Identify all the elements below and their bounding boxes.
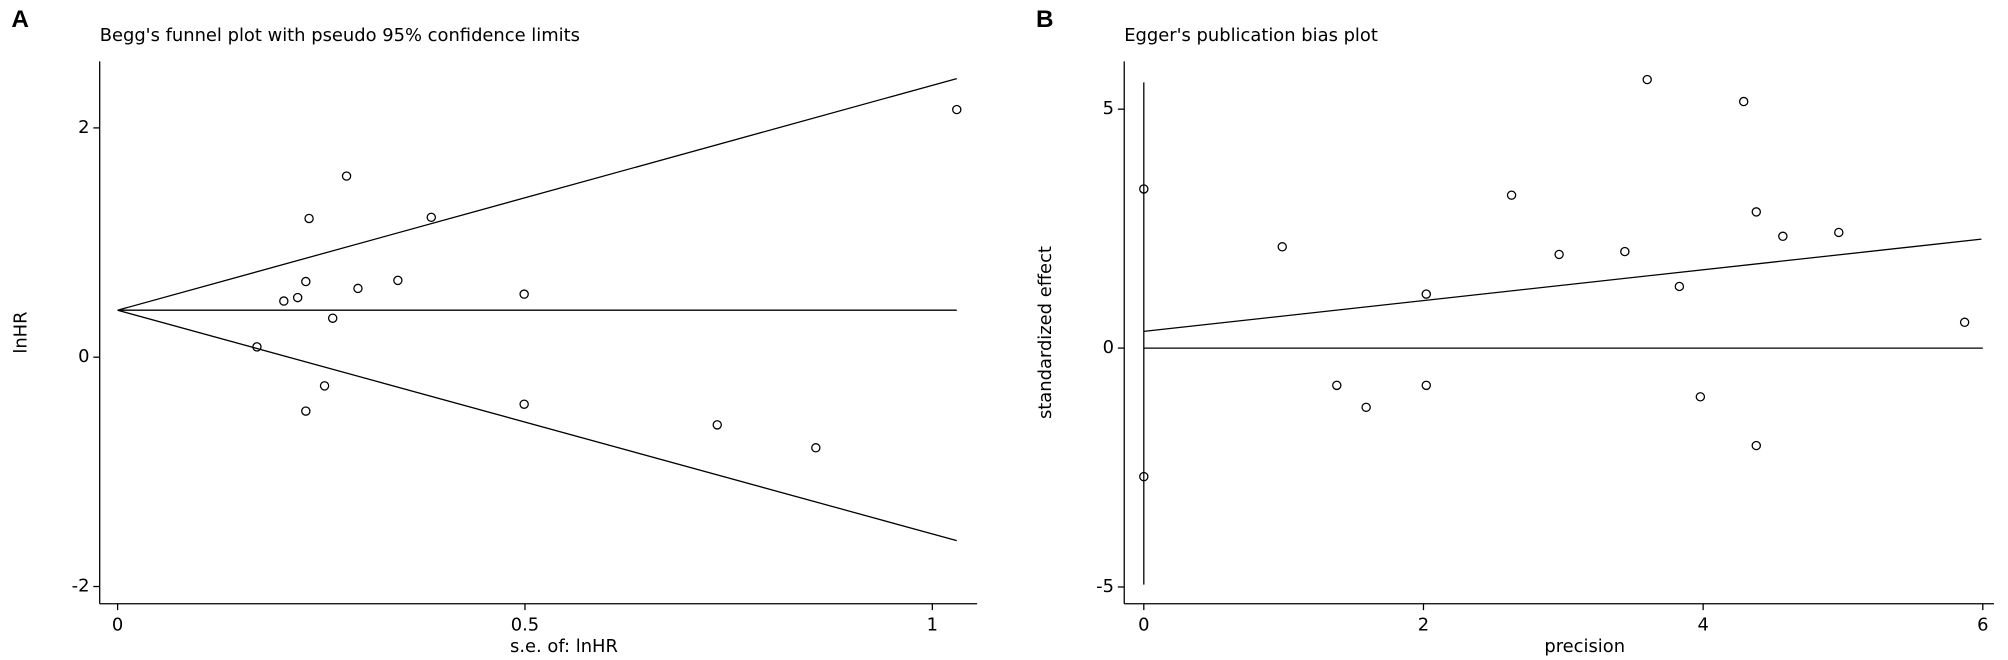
y-tick-label: -5: [1096, 576, 1114, 597]
data-point: [1554, 249, 1564, 260]
x-tick-label: 0.5: [511, 614, 539, 635]
data-point: [1139, 184, 1149, 194]
y-tick-label: 0: [78, 346, 89, 367]
fit-line: [117, 309, 957, 542]
fit-line: [1143, 238, 1982, 332]
data-point: [327, 313, 338, 323]
data-point: [1421, 380, 1432, 391]
x-tick-label: 4: [1697, 614, 1708, 635]
data-point: [1361, 402, 1371, 413]
data-point: [1620, 246, 1630, 257]
data-point: [519, 289, 529, 299]
data-point: [952, 104, 962, 115]
panel-label: B: [1036, 6, 1054, 33]
data-point: [519, 399, 529, 409]
data-point: [1332, 380, 1342, 391]
data-point: [1959, 317, 1970, 328]
y-tick-label: 5: [1103, 98, 1114, 119]
data-point: [301, 406, 311, 416]
data-point: [811, 443, 821, 453]
panel-label: A: [11, 6, 29, 33]
data-point: [319, 381, 330, 391]
x-tick-label: 1: [927, 614, 938, 635]
data-point: [304, 213, 314, 224]
x-tick-label: 2: [1418, 614, 1429, 635]
data-point: [1139, 471, 1149, 482]
data-point: [1778, 231, 1788, 242]
data-point: [252, 342, 262, 352]
data-point: [1421, 289, 1432, 299]
chart-title: Egger's publication bias plot: [1124, 25, 1378, 46]
y-axis-label: standardized effect: [1035, 246, 1056, 419]
x-axis-label: precision: [1544, 636, 1625, 657]
y-axis-label: lnHR: [11, 311, 32, 353]
data-point: [1751, 207, 1762, 217]
chart-title: Begg's funnel plot with pseudo 95% confi…: [100, 25, 580, 46]
data-point: [426, 212, 437, 223]
y-tick-label: -2: [72, 576, 90, 597]
x-tick-label: 0: [112, 614, 123, 635]
x-axis-label: s.e. of: lnHR: [510, 636, 618, 657]
data-point: [1506, 190, 1517, 200]
data-point: [292, 292, 303, 303]
fit-line: [117, 77, 957, 311]
data-point: [353, 283, 363, 294]
data-point: [712, 420, 722, 430]
x-tick-label: 0: [1138, 614, 1149, 635]
data-point: [393, 275, 403, 286]
data-point: [1642, 74, 1652, 85]
data-point: [341, 171, 352, 181]
data-point: [279, 296, 289, 306]
data-point: [1738, 96, 1749, 107]
x-tick-label: 6: [1977, 614, 1988, 635]
data-point: [301, 276, 311, 287]
data-point: [1674, 281, 1685, 292]
data-point: [1751, 440, 1762, 451]
data-point: [1277, 242, 1287, 252]
y-tick-label: 2: [78, 117, 89, 138]
y-tick-label: 0: [1103, 337, 1114, 358]
data-point: [1695, 392, 1706, 402]
data-point: [1834, 227, 1844, 238]
